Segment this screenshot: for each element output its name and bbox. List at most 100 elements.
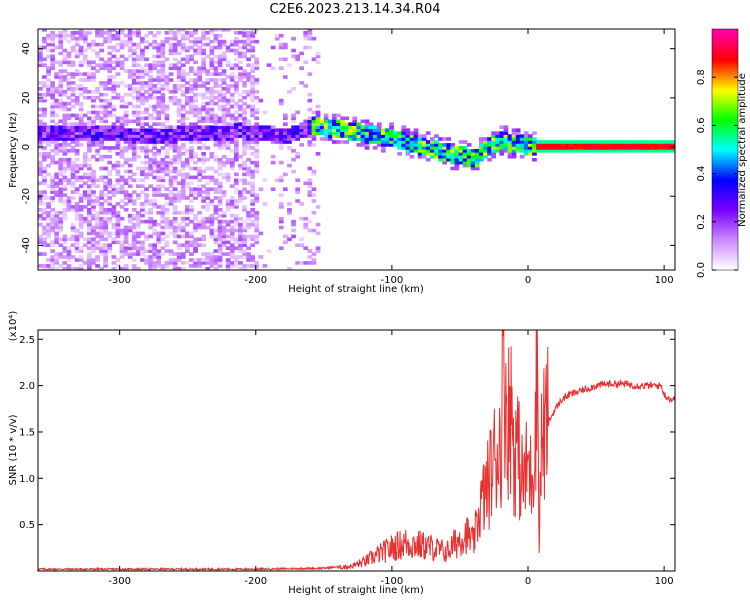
spectrogram-cell <box>238 113 243 118</box>
spectrogram-cell <box>168 66 174 70</box>
spectrogram-cell <box>42 39 47 44</box>
spectrogram-cell <box>123 119 129 124</box>
colorbar-tick-label: 0.8 <box>696 69 707 85</box>
spectrogram-cell <box>295 134 300 138</box>
colorbar-segment <box>712 177 738 181</box>
spectrogram-cell <box>160 160 166 165</box>
colorbar-segment <box>712 149 738 153</box>
spectrogram-cell <box>197 140 202 144</box>
snr-x-ticks: -300 -200 -100 0 100 <box>108 330 674 587</box>
spectrogram-cell <box>278 137 284 141</box>
spectrogram-cell <box>528 134 533 138</box>
spectrogram-cell <box>413 134 419 138</box>
spectrogram-cell <box>82 181 88 186</box>
spectrogram-cell <box>287 131 292 135</box>
spectrogram-cell <box>352 134 358 138</box>
spectrogram-cell <box>111 255 117 259</box>
spectrogram-cell <box>123 160 129 165</box>
spectrogram-cell <box>213 119 219 124</box>
spectrogram-cell <box>148 211 153 215</box>
spectrogram-cell <box>234 90 239 94</box>
spectrogram-cell <box>254 29 260 32</box>
spectrogram-cell <box>46 143 51 147</box>
spectrogram-cell <box>172 258 178 262</box>
spectrogram-cell <box>205 90 211 94</box>
spectrogram-cell <box>78 208 84 212</box>
spectrogram-cell <box>242 33 247 38</box>
spectrogram-cell <box>221 69 227 73</box>
spectrogram-cell <box>278 175 284 180</box>
spectrogram-cell <box>160 157 166 162</box>
spectrogram-cell <box>103 228 108 233</box>
spectrogram-cell <box>91 193 96 197</box>
spectrogram-cell <box>185 205 190 209</box>
spectrogram-cell <box>376 128 382 132</box>
spectrogram-cell <box>148 169 153 174</box>
spectrogram-cell <box>213 122 219 126</box>
spectrogram-cell <box>62 152 68 156</box>
spectrogram-cell <box>82 48 88 53</box>
spectrogram-cell <box>225 48 231 53</box>
spectrogram-cell <box>266 134 272 138</box>
spectrogram-cell <box>38 216 43 221</box>
spectrogram-cell <box>209 134 215 138</box>
colorbar-ticks: 0.00.20.40.60.8 <box>696 69 738 278</box>
spectrogram-cell <box>103 208 108 212</box>
spectrogram-cell <box>197 131 202 135</box>
spectrogram-cell <box>246 78 251 82</box>
spectrogram-cell <box>430 146 435 150</box>
spectrogram-cell <box>658 140 664 144</box>
spectrogram-cell <box>91 169 96 174</box>
spectrogram-cell <box>495 146 500 150</box>
spectrogram-cell <box>164 172 170 177</box>
spectrogram-cell <box>42 122 47 126</box>
spectrogram-cell <box>99 33 104 38</box>
spectrogram-cell <box>352 125 358 129</box>
spectrogram-cell <box>250 78 255 82</box>
spectrogram-cell <box>78 222 84 227</box>
spectrogram-cell <box>123 190 129 194</box>
spectrogram-cell <box>168 72 174 76</box>
spectrogram-cell <box>136 87 141 91</box>
spectrogram-cell <box>503 146 509 150</box>
spectrogram-cell <box>491 154 496 159</box>
colorbar-gradient <box>712 29 738 271</box>
spectrogram-cell <box>242 54 247 59</box>
spectrogram-cell <box>434 146 439 150</box>
spectrogram-cell <box>229 63 235 67</box>
spectrogram-cell <box>148 131 153 135</box>
spectrogram-cell <box>42 208 47 212</box>
spectrogram-cell <box>152 107 157 112</box>
spectrogram-cell <box>66 87 72 91</box>
spectrogram-cell <box>160 107 166 112</box>
spectrogram-cell <box>42 190 47 194</box>
spectrogram-cell <box>250 175 255 180</box>
spectrogram-cell <box>103 225 108 230</box>
spectrogram-cell <box>78 104 84 109</box>
spectrogram-cell <box>229 137 235 141</box>
spectrogram-cell <box>50 101 55 106</box>
spectrogram-cell <box>144 249 149 253</box>
spectrogram-cell <box>613 140 619 144</box>
spectrogram-cell <box>99 48 104 53</box>
spectrogram-cell <box>315 222 321 227</box>
spectrogram-cell <box>254 140 260 144</box>
spectrogram-cell <box>66 249 72 253</box>
spectrogram-cell <box>229 199 235 203</box>
spectrogram-cell <box>103 134 108 138</box>
spectrogram-cell <box>246 213 251 218</box>
spectrogram-cell <box>189 107 194 112</box>
spectrogram-cell <box>99 216 104 221</box>
spectrogram-cell <box>515 140 521 144</box>
spectrogram-cell <box>99 29 104 32</box>
spectrogram-cell <box>238 107 243 112</box>
spectrogram-cell <box>221 104 227 109</box>
spectrogram-cell <box>87 60 92 65</box>
spectrogram-cell <box>164 119 170 124</box>
spectrogram-cell <box>180 104 186 109</box>
spectrogram-cell <box>528 143 533 147</box>
spectrogram-cell <box>180 160 186 165</box>
spectrogram-cell <box>91 104 96 109</box>
spectrogram-cell <box>209 234 215 239</box>
spectrogram-cell <box>87 202 92 206</box>
